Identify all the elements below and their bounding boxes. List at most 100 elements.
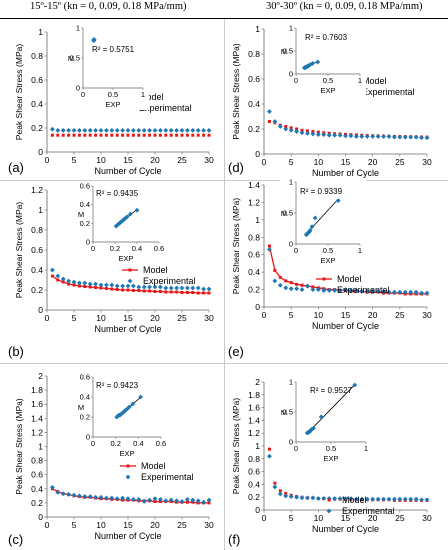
data-point	[56, 133, 60, 137]
inset-plot: 0 0.5 1 0 0.5 1 EXP M R² = 0.5751	[67, 24, 149, 110]
y-tick-label: 1.2	[31, 427, 43, 437]
data-point	[310, 287, 316, 292]
legend-entry: Model	[139, 92, 164, 102]
x-tick-label: 20	[368, 310, 378, 320]
data-point	[284, 279, 288, 283]
data-point	[67, 282, 71, 286]
x-tick-label: 15	[341, 157, 351, 167]
inset-y-tick-label: 0.5	[283, 47, 293, 56]
data-point	[305, 283, 310, 289]
y-tick-label: 0.4	[31, 484, 43, 494]
inset-x-axis-label: EXP	[105, 100, 120, 109]
y-tick-label: 1	[255, 441, 260, 451]
inset-x-tick-label: 1	[358, 76, 362, 85]
data-point	[288, 286, 294, 292]
data-point	[168, 285, 174, 291]
inset-x-tick-label: 0	[81, 90, 85, 99]
x-tick-label: 10	[96, 155, 106, 165]
data-point	[104, 282, 109, 288]
inset-y-tick-label: 0.2	[80, 219, 90, 228]
data-point	[153, 499, 157, 503]
data-point	[128, 211, 133, 217]
y-tick-label: 0	[255, 302, 260, 312]
data-point	[114, 496, 120, 502]
data-point	[402, 134, 408, 140]
right-column-heading: 30º-30º (kn = 0, 0.09, 0.18 MPa/mm)	[266, 1, 423, 12]
x-tick-label: 0	[262, 513, 267, 523]
data-point	[87, 128, 93, 133]
x-tick-label: 25	[395, 310, 405, 320]
data-point	[207, 291, 211, 295]
data-point	[121, 133, 125, 137]
row-divider	[0, 180, 448, 181]
data-point	[120, 283, 125, 289]
data-point	[174, 128, 179, 133]
chart-panel-c: 0 5 10 15 20 25 30 0 0.2 0.4 0.6 0.8 1 1.2 1.4 1.6 1.8 2 N…	[8, 371, 214, 547]
data-point	[206, 128, 212, 133]
row-divider	[0, 363, 448, 364]
inset-background	[280, 178, 366, 266]
data-point	[370, 134, 376, 139]
data-point	[273, 268, 277, 272]
data-point	[392, 289, 397, 295]
data-point	[50, 267, 55, 273]
data-point	[142, 289, 146, 293]
data-point	[364, 496, 370, 502]
data-point	[136, 496, 142, 502]
data-point	[179, 499, 185, 504]
data-point	[67, 133, 71, 137]
x-tick-label: 20	[368, 513, 378, 523]
x-tick-label: 30	[204, 155, 214, 165]
data-point	[408, 496, 414, 502]
data-point	[202, 133, 206, 137]
data-point	[375, 496, 381, 502]
data-point	[284, 491, 288, 495]
legend-entry: Model	[337, 274, 362, 284]
data-point	[164, 290, 168, 294]
y-tick-label: 0.8	[31, 225, 43, 235]
inset-x-axis-label: EXP	[323, 454, 338, 463]
data-point	[315, 287, 321, 292]
data-point	[273, 481, 277, 485]
inset-x-tick-label: 1	[358, 246, 362, 255]
data-point	[278, 489, 282, 493]
inset-x-tick-label: 0	[91, 244, 95, 253]
data-point	[408, 134, 414, 140]
data-point	[424, 497, 430, 503]
data-point	[134, 207, 140, 213]
data-point	[115, 288, 119, 291]
inset-y-axis-label: M	[281, 47, 287, 56]
data-point	[201, 128, 206, 133]
inset-x-tick-label: 0	[294, 76, 298, 85]
data-point	[267, 120, 271, 123]
data-point	[131, 496, 136, 502]
y-axis-label: Peak Shear Stress (MPa)	[231, 198, 241, 295]
inset-y-tick-label: 0.5	[283, 408, 293, 417]
data-point	[337, 132, 343, 138]
panel-label: (f)	[228, 532, 240, 547]
data-point	[87, 281, 93, 287]
data-point	[163, 128, 169, 133]
data-point	[353, 134, 359, 139]
data-point	[370, 496, 376, 502]
inset-x-tick-label: 0.5	[323, 76, 333, 85]
x-tick-label: 0	[45, 520, 50, 530]
data-point	[164, 133, 168, 137]
y-axis-label: Peak Shear Stress (MPa)	[231, 398, 241, 495]
inset-x-tick-label: 0.5	[108, 90, 118, 99]
data-point	[71, 279, 77, 285]
data-point	[321, 132, 327, 138]
model-line	[52, 488, 209, 504]
data-point	[294, 494, 299, 500]
data-point	[126, 464, 130, 468]
data-point	[169, 133, 173, 137]
data-point	[408, 289, 414, 295]
panel-label: (e)	[228, 344, 244, 359]
data-point	[386, 289, 392, 295]
data-point	[104, 133, 108, 137]
data-point	[82, 494, 88, 499]
data-point	[424, 135, 430, 141]
legend-entry: Experimental	[139, 103, 192, 113]
data-point	[87, 494, 93, 499]
data-point	[175, 133, 179, 137]
